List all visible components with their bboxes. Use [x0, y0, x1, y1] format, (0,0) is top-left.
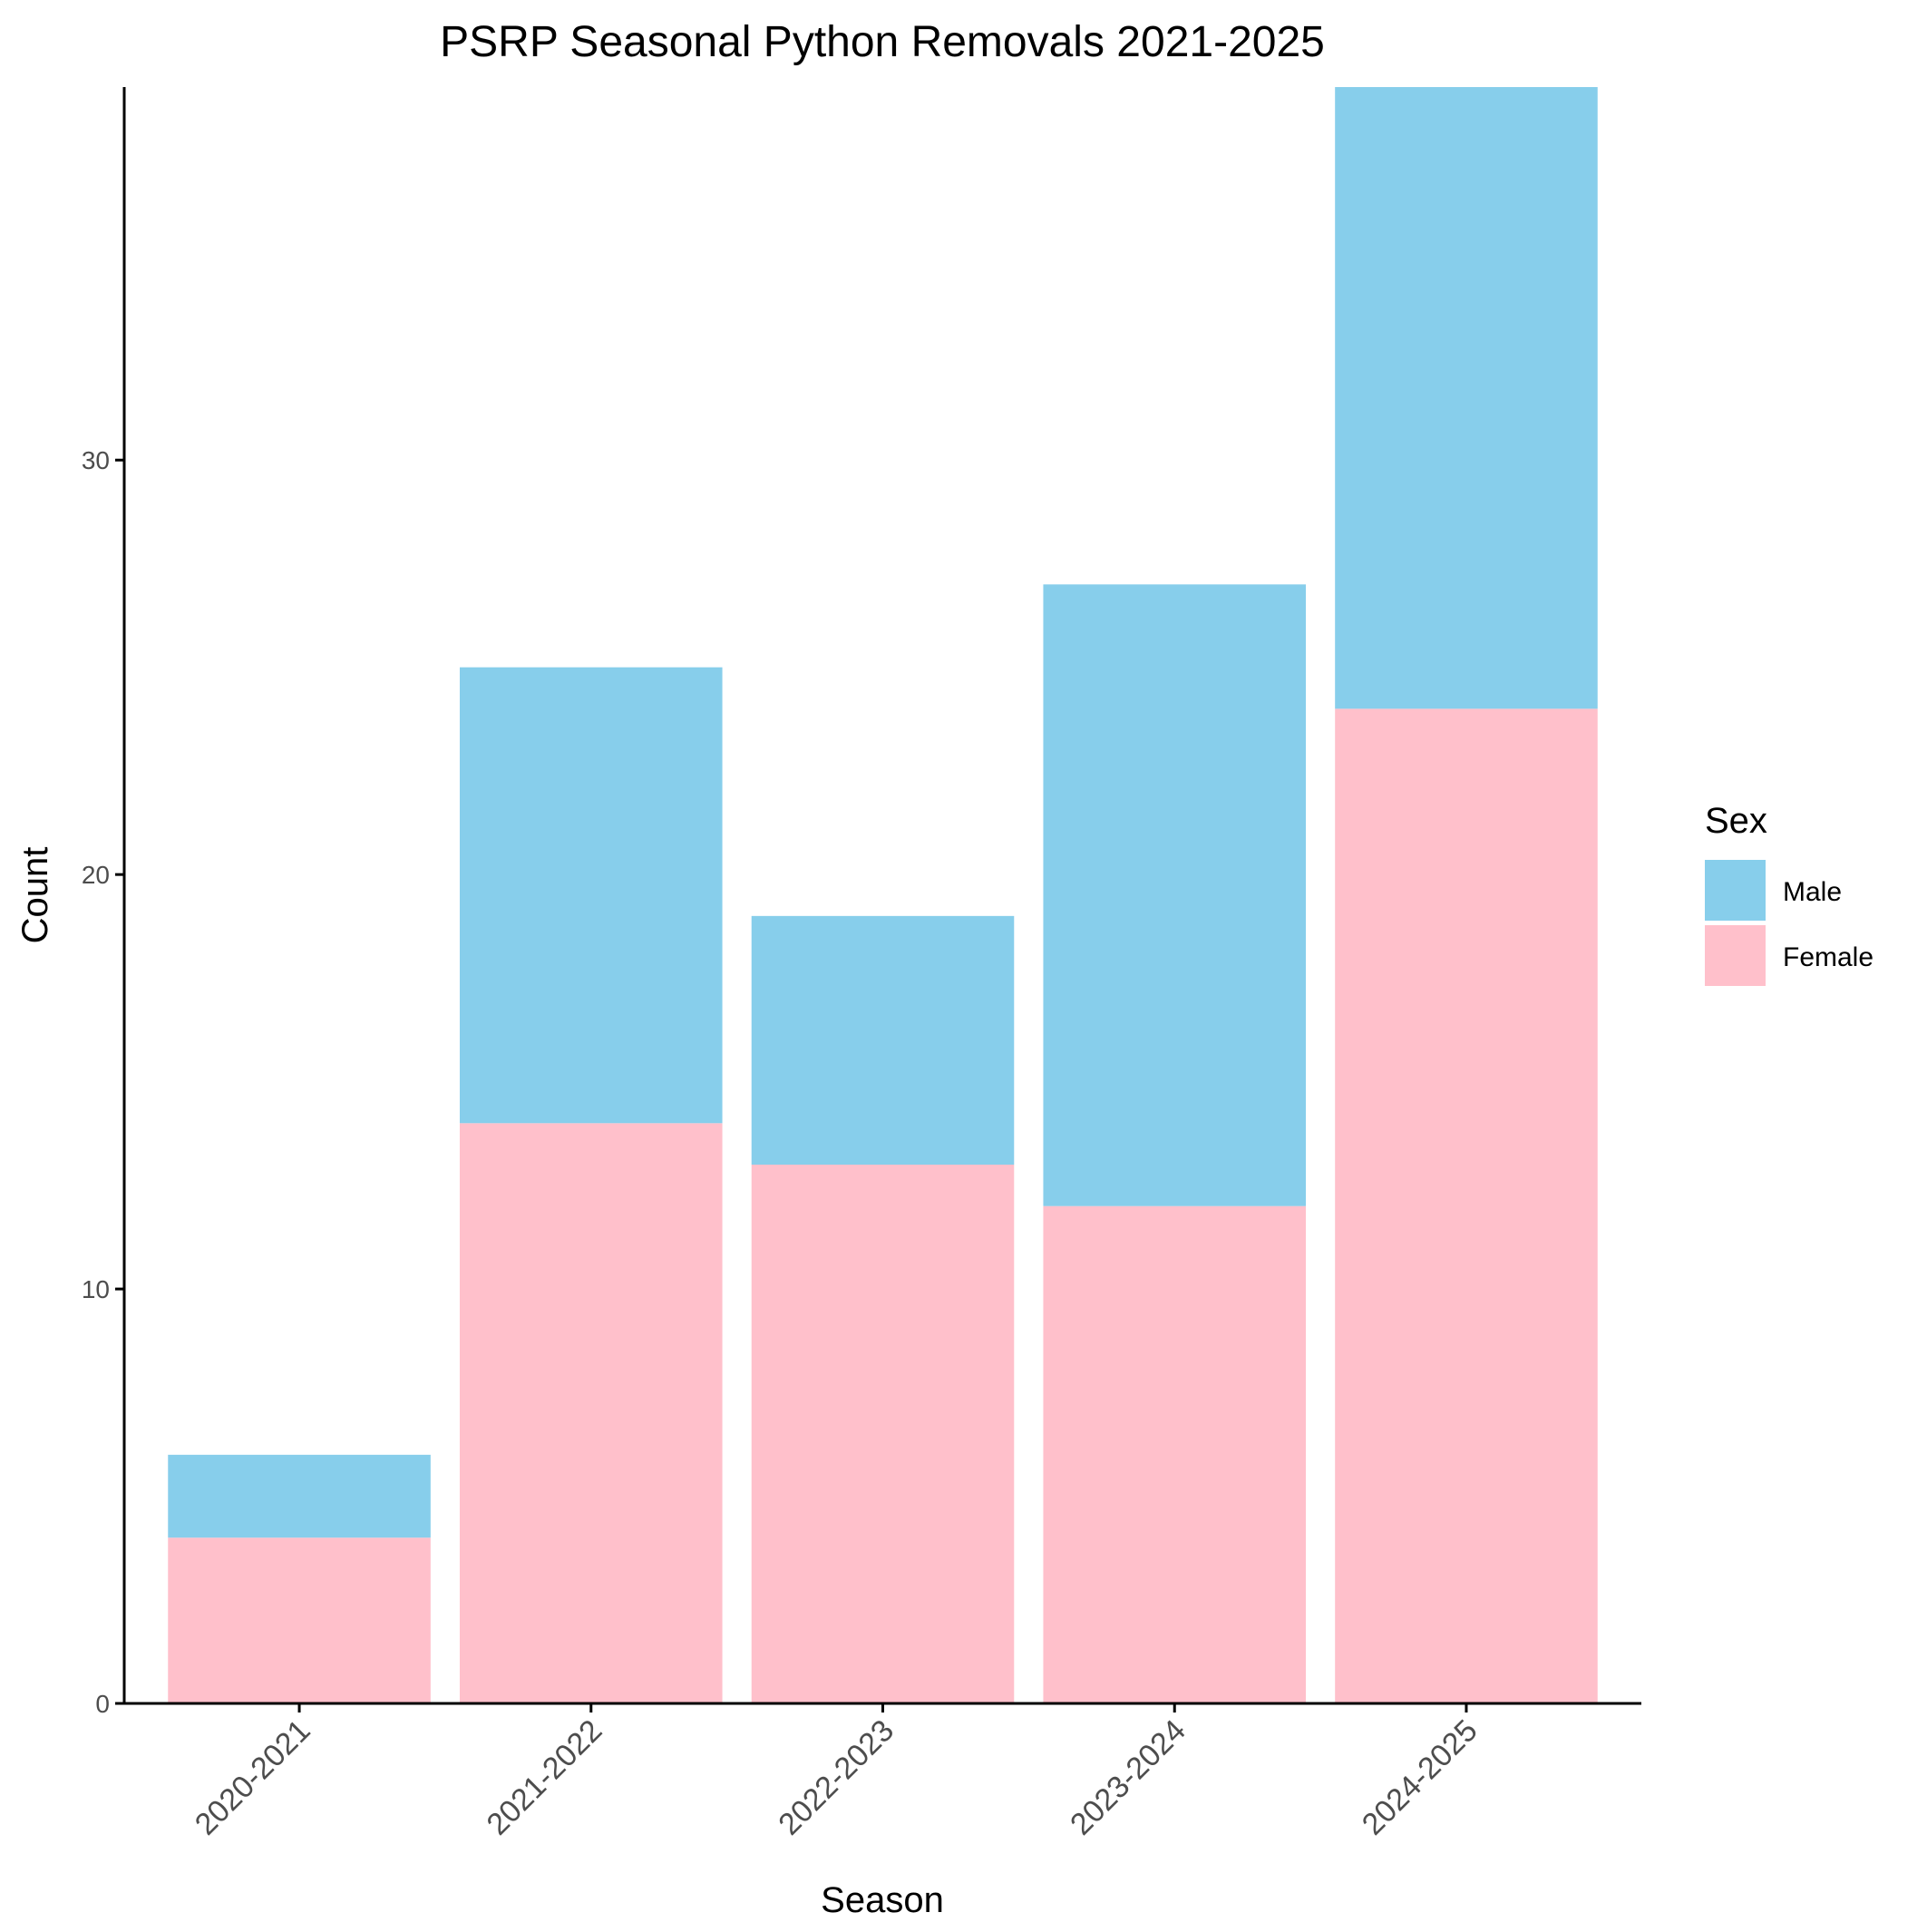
- bar-female-2020-2021: [168, 1537, 431, 1703]
- bars-layer: [168, 87, 1598, 1703]
- legend-swatch-male: [1705, 860, 1766, 921]
- y-tick-label-30: 30: [82, 446, 110, 474]
- x-axis-title: Season: [821, 1880, 944, 1920]
- legend: Sex Male Female: [1705, 801, 1873, 986]
- x-tick-label-2023-2024: 2023-2024: [1064, 1713, 1192, 1842]
- bar-female-2021-2022: [459, 1123, 723, 1703]
- y-tick-label-20: 20: [82, 861, 110, 889]
- chart-title: PSRP Seasonal Python Removals 2021-2025: [440, 18, 1325, 66]
- bar-male-2022-2023: [751, 915, 1015, 1165]
- y-tick-label-0: 0: [95, 1690, 110, 1718]
- x-tick-label-2021-2022: 2021-2022: [481, 1713, 609, 1842]
- bar-female-2024-2025: [1335, 708, 1598, 1703]
- bar-female-2023-2024: [1043, 1205, 1307, 1703]
- bar-male-2020-2021: [168, 1454, 431, 1538]
- legend-label-male: Male: [1783, 877, 1842, 907]
- bar-male-2024-2025: [1335, 87, 1598, 709]
- legend-label-female: Female: [1783, 942, 1873, 972]
- x-tick-label-2022-2023: 2022-2023: [772, 1713, 900, 1842]
- bar-female-2022-2023: [751, 1165, 1015, 1703]
- bar-male-2023-2024: [1043, 584, 1307, 1206]
- x-tick-label-2020-2021: 2020-2021: [189, 1713, 317, 1842]
- y-axis-title: Count: [15, 847, 55, 944]
- legend-title: Sex: [1705, 801, 1767, 841]
- legend-swatch-female: [1705, 925, 1766, 986]
- y-tick-label-10: 10: [82, 1275, 110, 1303]
- x-tick-label-2024-2025: 2024-2025: [1356, 1713, 1484, 1842]
- legend-entries: Male Female: [1705, 860, 1873, 986]
- bar-male-2021-2022: [459, 667, 723, 1124]
